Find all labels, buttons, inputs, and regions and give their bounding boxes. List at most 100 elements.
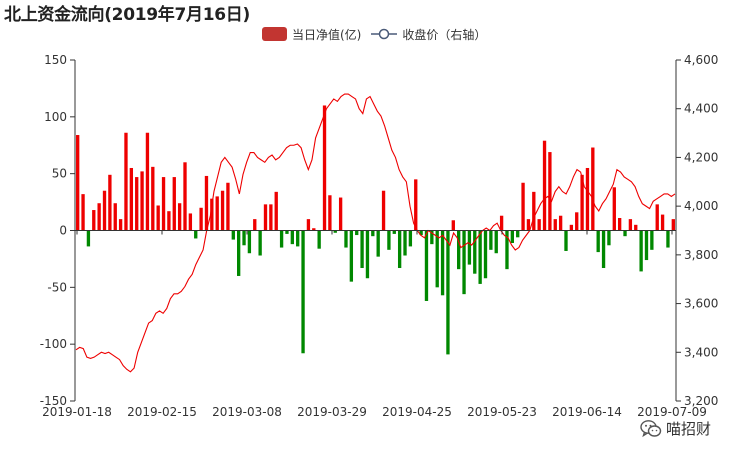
right-tick-label-1: 4,400	[684, 102, 718, 116]
bar-73	[467, 230, 472, 265]
bar-30	[237, 230, 241, 276]
bar-19	[177, 203, 182, 231]
close-price-line	[75, 93, 676, 373]
left-tick-label-3: 0	[59, 224, 67, 238]
bar-71	[457, 230, 461, 270]
bar-31	[242, 230, 246, 246]
bar-7	[113, 203, 117, 231]
bar-57	[381, 190, 386, 231]
bar-6	[108, 174, 112, 231]
left-tick-label-0: 150	[44, 53, 67, 67]
bar-55	[371, 230, 375, 237]
legend-label-net-inflow: 当日净值(亿)	[292, 27, 362, 42]
bar-53	[360, 230, 364, 269]
x-tick-label-6: 2019-06-14	[552, 405, 622, 419]
right-tick-label-7: 3,200	[684, 394, 718, 408]
right-tick-label-2: 4,200	[684, 150, 718, 164]
bar-23	[199, 207, 203, 231]
bar-34	[258, 230, 262, 256]
bar-series	[76, 105, 675, 355]
bar-44	[312, 228, 316, 231]
bar-79	[499, 215, 504, 231]
left-tick-label-6: -150	[40, 394, 67, 408]
bar-94	[580, 174, 584, 231]
bar-12	[140, 171, 144, 231]
watermark: 喵招财	[640, 418, 711, 439]
bar-45	[317, 230, 321, 249]
bar-52	[355, 230, 359, 236]
legend-bar-swatch	[262, 27, 287, 41]
bar-74	[473, 230, 477, 274]
bar-0	[76, 135, 80, 231]
bar-63	[414, 179, 418, 231]
bar-10	[129, 167, 134, 231]
bar-88	[548, 152, 552, 231]
bar-83	[521, 182, 525, 231]
bar-103	[628, 219, 633, 231]
bar-26	[215, 196, 219, 231]
bar-40	[290, 230, 294, 245]
x-tick-label-3: 2019-03-29	[297, 405, 367, 419]
bar-33	[253, 219, 257, 231]
chart-legend: 当日净值(亿) 收盘价（右轴）	[262, 26, 496, 42]
bar-82	[516, 230, 520, 238]
bar-49	[338, 197, 343, 231]
bar-42	[301, 230, 305, 354]
bar-27	[220, 190, 225, 231]
bar-86	[537, 219, 541, 231]
bar-24	[204, 175, 209, 231]
bar-96	[591, 147, 595, 231]
bar-97	[596, 230, 600, 253]
bar-47	[328, 195, 332, 231]
x-tick-label-7: 2019-07-09	[637, 405, 707, 419]
bar-64	[419, 230, 423, 236]
right-tick-label-0: 4,600	[684, 53, 718, 67]
bar-60	[397, 230, 402, 269]
bar-48	[333, 230, 337, 233]
bar-90	[558, 215, 563, 231]
bar-81	[510, 230, 514, 243]
bar-9	[124, 132, 128, 231]
bar-108	[655, 204, 659, 231]
legend-item-close-price[interactable]: 收盘价（右轴）	[371, 26, 486, 43]
right-tick-label-4: 3,800	[684, 248, 718, 262]
bar-62	[408, 230, 413, 247]
bar-15	[156, 205, 160, 231]
bar-17	[167, 211, 171, 231]
bar-36	[269, 204, 273, 231]
bar-29	[231, 230, 235, 240]
bar-68	[440, 230, 445, 296]
bar-105	[639, 230, 643, 272]
left-tick-label-4: -50	[47, 280, 67, 294]
bar-61	[403, 230, 407, 256]
bar-87	[542, 140, 547, 231]
bar-46	[322, 105, 327, 231]
bar-13	[145, 132, 150, 231]
bar-56	[376, 230, 380, 257]
bar-93	[575, 212, 579, 231]
bar-107	[650, 230, 654, 250]
bar-72	[462, 230, 466, 295]
bar-80	[505, 230, 509, 270]
legend-label-close-price: 收盘价（右轴）	[402, 27, 487, 42]
right-tick-label-5: 3,600	[684, 297, 718, 311]
bar-58	[387, 230, 391, 250]
watermark-text: 喵招财	[666, 420, 712, 438]
bar-59	[392, 230, 396, 234]
bar-3	[92, 210, 96, 231]
bar-106	[644, 230, 649, 261]
x-tick-label-4: 2019-04-25	[382, 405, 452, 419]
legend-item-net-inflow[interactable]: 当日净值(亿)	[262, 26, 361, 43]
legend-line-swatch	[371, 28, 398, 40]
bar-2	[86, 230, 91, 247]
bar-51	[349, 230, 354, 282]
bar-22	[194, 230, 198, 239]
bar-4	[97, 203, 101, 231]
bar-100	[612, 187, 616, 231]
bar-65	[424, 230, 429, 301]
x-tick-label-2: 2019-03-08	[212, 405, 282, 419]
bar-75	[478, 230, 482, 284]
bar-50	[344, 230, 348, 248]
wechat-icon	[640, 419, 662, 437]
